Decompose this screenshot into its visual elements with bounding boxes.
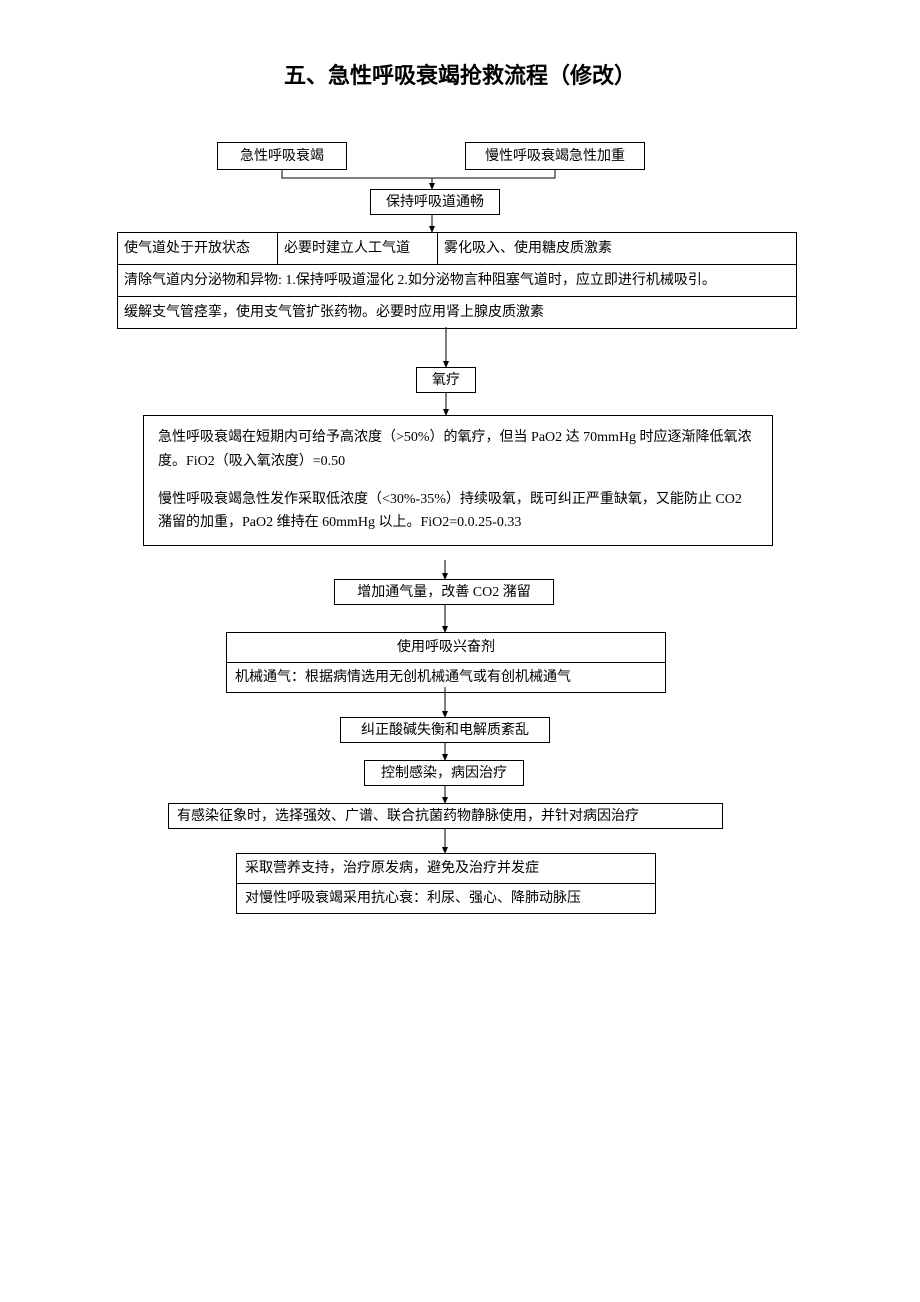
table-cell-open-airway: 使气道处于开放状态 bbox=[118, 233, 278, 264]
node-oxygen-therapy: 氧疗 bbox=[416, 367, 476, 393]
node-infection-control: 控制感染，病因治疗 bbox=[364, 760, 524, 786]
node-antibiotics: 有感染征象时，选择强效、广谱、联合抗菌药物静脉使用，并针对病因治疗 bbox=[168, 803, 723, 829]
oxygen-chronic-para: 慢性呼吸衰竭急性发作采取低浓度（<30%-35%）持续吸氧，既可纠正严重缺氧，又… bbox=[158, 488, 758, 536]
node-increase-ventilation: 增加通气量，改善 CO2 潴留 bbox=[334, 579, 554, 605]
table-row-clear-secretions: 清除气道内分泌物和异物: 1.保持呼吸道湿化 2.如分泌物言种阻塞气道时，应立即… bbox=[118, 264, 796, 296]
ventilation-methods-box: 使用呼吸兴奋剂 机械通气：根据病情选用无创机械通气或有创机械通气 bbox=[226, 632, 666, 693]
node-keep-airway: 保持呼吸道通畅 bbox=[370, 189, 500, 215]
row-respiratory-stimulant: 使用呼吸兴奋剂 bbox=[227, 633, 665, 662]
oxygen-details-box: 急性呼吸衰竭在短期内可给予高浓度（>50%）的氧疗，但当 PaO2 达 70mm… bbox=[143, 415, 773, 546]
node-acute-failure: 急性呼吸衰竭 bbox=[217, 142, 347, 170]
row-nutrition-support: 采取营养支持，治疗原发病，避免及治疗并发症 bbox=[237, 854, 655, 883]
node-acid-base: 纠正酸碱失衡和电解质紊乱 bbox=[340, 717, 550, 743]
table-cell-artificial-airway: 必要时建立人工气道 bbox=[278, 233, 438, 264]
oxygen-acute-para: 急性呼吸衰竭在短期内可给予高浓度（>50%）的氧疗，但当 PaO2 达 70mm… bbox=[158, 426, 758, 474]
airway-measures-table: 使气道处于开放状态 必要时建立人工气道 雾化吸入、使用糖皮质激素 清除气道内分泌… bbox=[117, 232, 797, 329]
node-chronic-exacerbation: 慢性呼吸衰竭急性加重 bbox=[465, 142, 645, 170]
table-row-bronchospasm: 缓解支气管痉挛，使用支气管扩张药物。必要时应用肾上腺皮质激素 bbox=[118, 296, 796, 328]
row-heart-failure: 对慢性呼吸衰竭采用抗心衰：利尿、强心、降肺动脉压 bbox=[237, 883, 655, 913]
row-mechanical-ventilation: 机械通气：根据病情选用无创机械通气或有创机械通气 bbox=[227, 662, 665, 692]
flowchart-canvas: 急性呼吸衰竭 慢性呼吸衰竭急性加重 保持呼吸道通畅 使气道处于开放状态 必要时建… bbox=[0, 142, 920, 1042]
final-measures-box: 采取营养支持，治疗原发病，避免及治疗并发症 对慢性呼吸衰竭采用抗心衰：利尿、强心… bbox=[236, 853, 656, 914]
table-cell-nebulize: 雾化吸入、使用糖皮质激素 bbox=[438, 233, 796, 264]
page-title: 五、急性呼吸衰竭抢救流程（修改） bbox=[0, 58, 920, 90]
